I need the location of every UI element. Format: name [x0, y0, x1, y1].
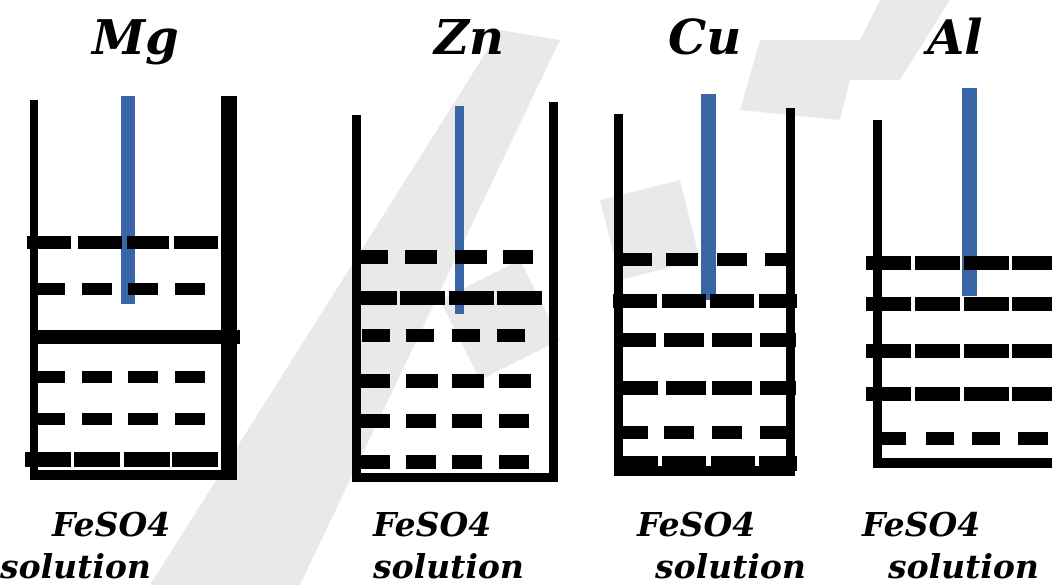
beaker-cu — [613, 94, 797, 476]
zn-rod — [455, 106, 464, 314]
metal-label-cu: Cu — [668, 10, 742, 66]
metal-label-mg: Mg — [92, 10, 179, 66]
al-beaker-walls — [873, 120, 1052, 468]
metal-label-zn: Zn — [434, 10, 504, 66]
solution-label-cu-line2: solution — [655, 547, 806, 585]
zn-solution-lines — [352, 250, 542, 469]
solution-label-mg-line1: FeSO4 — [52, 505, 171, 544]
solution-label-cu-line1: FeSO4 — [637, 505, 756, 544]
solution-label-zn-line2: solution — [373, 547, 524, 585]
beaker-mg — [25, 96, 240, 480]
zn-beaker-walls — [352, 102, 558, 482]
al-rod — [962, 88, 977, 296]
mg-solution-lines — [25, 236, 240, 467]
cu-beaker-walls — [614, 108, 795, 476]
mg-rod — [121, 96, 135, 304]
beaker-al — [866, 88, 1052, 468]
al-solution-lines — [866, 256, 1052, 445]
beaker-zn — [352, 102, 558, 482]
solution-label-zn-line1: FeSO4 — [373, 505, 492, 544]
metal-label-al: Al — [927, 10, 983, 66]
solution-label-mg-line2: solution — [0, 547, 151, 585]
cu-rod — [701, 94, 716, 300]
mg-beaker-walls — [30, 96, 237, 480]
solution-label-al-line2: solution — [888, 547, 1039, 585]
solution-label-al-line1: FeSO4 — [862, 505, 981, 544]
